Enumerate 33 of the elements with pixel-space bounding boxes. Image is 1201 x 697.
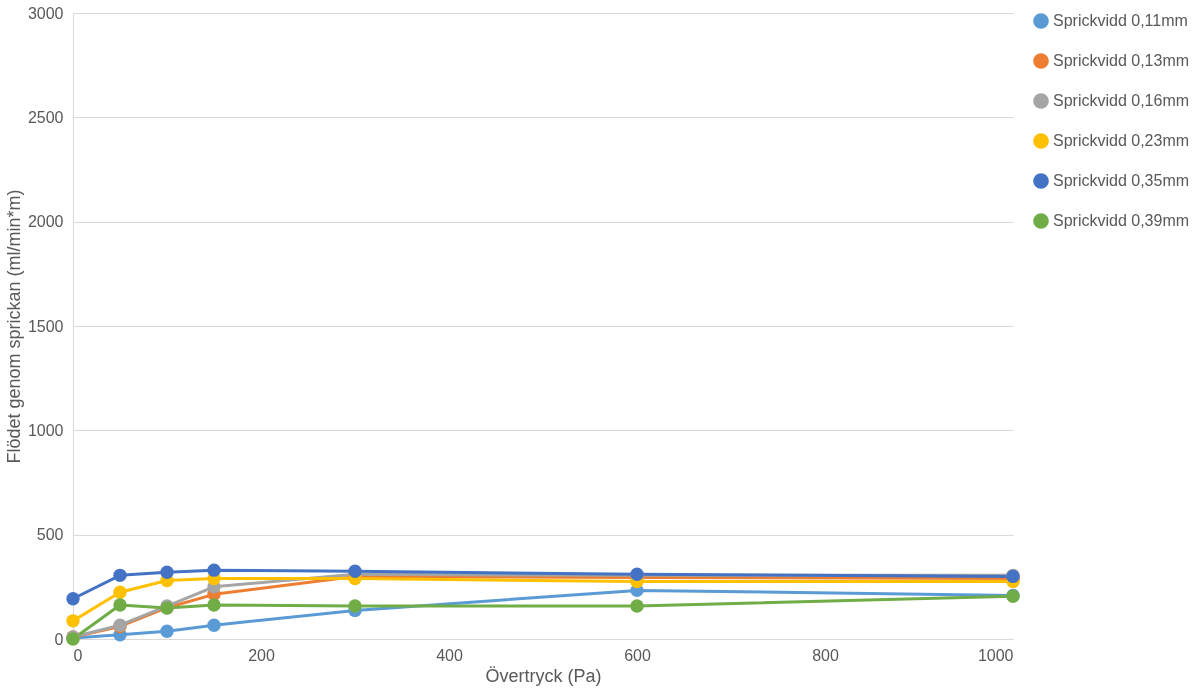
y-axis-title: Flödet genom sprickan (ml/min*m) xyxy=(3,189,24,464)
y-tick-label: 0 xyxy=(54,630,64,648)
point xyxy=(113,598,127,612)
y-tick-label: 3000 xyxy=(27,4,64,22)
y-tick-label: 1500 xyxy=(27,317,64,335)
x-tick-label: 1000 xyxy=(977,646,1014,664)
legend-label: Sprickvidd 0,35mm xyxy=(1053,172,1190,189)
point xyxy=(207,618,221,632)
legend-label: Sprickvidd 0,39mm xyxy=(1053,212,1190,229)
point xyxy=(207,598,221,612)
x-tick-label: 400 xyxy=(436,646,463,664)
point xyxy=(66,614,80,628)
point xyxy=(160,565,174,579)
y-tick-label: 2500 xyxy=(27,108,64,126)
point xyxy=(113,568,127,583)
y-tick-label: 2000 xyxy=(27,213,64,231)
x-axis-title: Övertryck (Pa) xyxy=(485,665,602,686)
point xyxy=(348,599,362,613)
legend-label: Sprickvidd 0,16mm xyxy=(1053,92,1190,109)
point xyxy=(66,592,80,606)
x-tick-label: 0 xyxy=(73,646,83,664)
point xyxy=(160,624,174,638)
point xyxy=(113,585,127,599)
legend-label: Sprickvidd 0,13mm xyxy=(1053,52,1190,69)
point xyxy=(630,599,644,613)
x-tick-label: 800 xyxy=(812,646,839,664)
legend-label: Sprickvidd 0,23mm xyxy=(1053,132,1190,149)
x-tick-label: 200 xyxy=(248,646,275,664)
x-tick-label: 600 xyxy=(624,646,651,664)
y-tick-label: 1000 xyxy=(27,421,64,439)
point xyxy=(207,563,221,577)
legend-label: Sprickvidd 0,11mm xyxy=(1053,12,1188,29)
y-tick-label: 500 xyxy=(36,526,64,544)
